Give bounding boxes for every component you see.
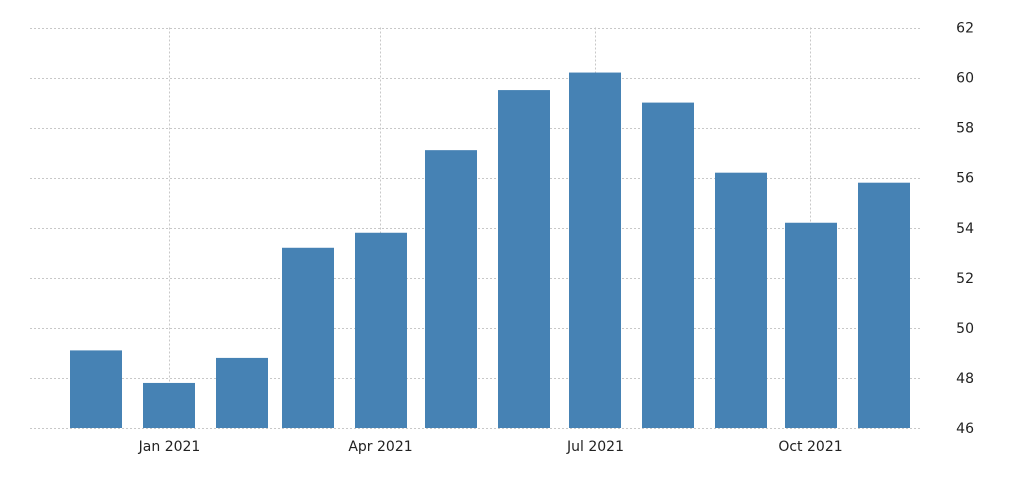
bar bbox=[355, 232, 407, 428]
bar bbox=[498, 90, 550, 428]
bar bbox=[143, 382, 195, 428]
bar bbox=[569, 72, 621, 429]
y-tick-label: 46 bbox=[956, 421, 974, 437]
bar bbox=[785, 222, 837, 428]
y-tick-label: 48 bbox=[956, 371, 974, 387]
y-tick-label: 54 bbox=[956, 221, 974, 237]
y-tick-label: 60 bbox=[956, 71, 974, 87]
x-tick-label: Apr 2021 bbox=[348, 439, 412, 455]
y-tick-label: 52 bbox=[956, 271, 974, 287]
bar bbox=[642, 102, 694, 428]
y-axis-labels: 62 60 58 56 54 52 50 48 46 bbox=[956, 21, 974, 438]
y-tick-label: 56 bbox=[956, 171, 974, 187]
bar-series bbox=[70, 72, 910, 429]
bar bbox=[70, 350, 122, 428]
x-tick-label: Jul 2021 bbox=[566, 439, 624, 455]
y-tick-label: 62 bbox=[956, 21, 974, 37]
x-tick-label: Jan 2021 bbox=[138, 439, 201, 455]
bar bbox=[216, 357, 268, 428]
x-tick-label: Oct 2021 bbox=[778, 439, 842, 455]
bar bbox=[715, 172, 767, 428]
y-tick-label: 58 bbox=[956, 121, 974, 137]
y-tick-label: 50 bbox=[956, 321, 974, 337]
bar bbox=[425, 150, 477, 428]
bar bbox=[858, 182, 910, 428]
x-axis-labels: Jan 2021 Apr 2021 Jul 2021 Oct 2021 bbox=[138, 439, 843, 455]
bar bbox=[282, 247, 334, 428]
